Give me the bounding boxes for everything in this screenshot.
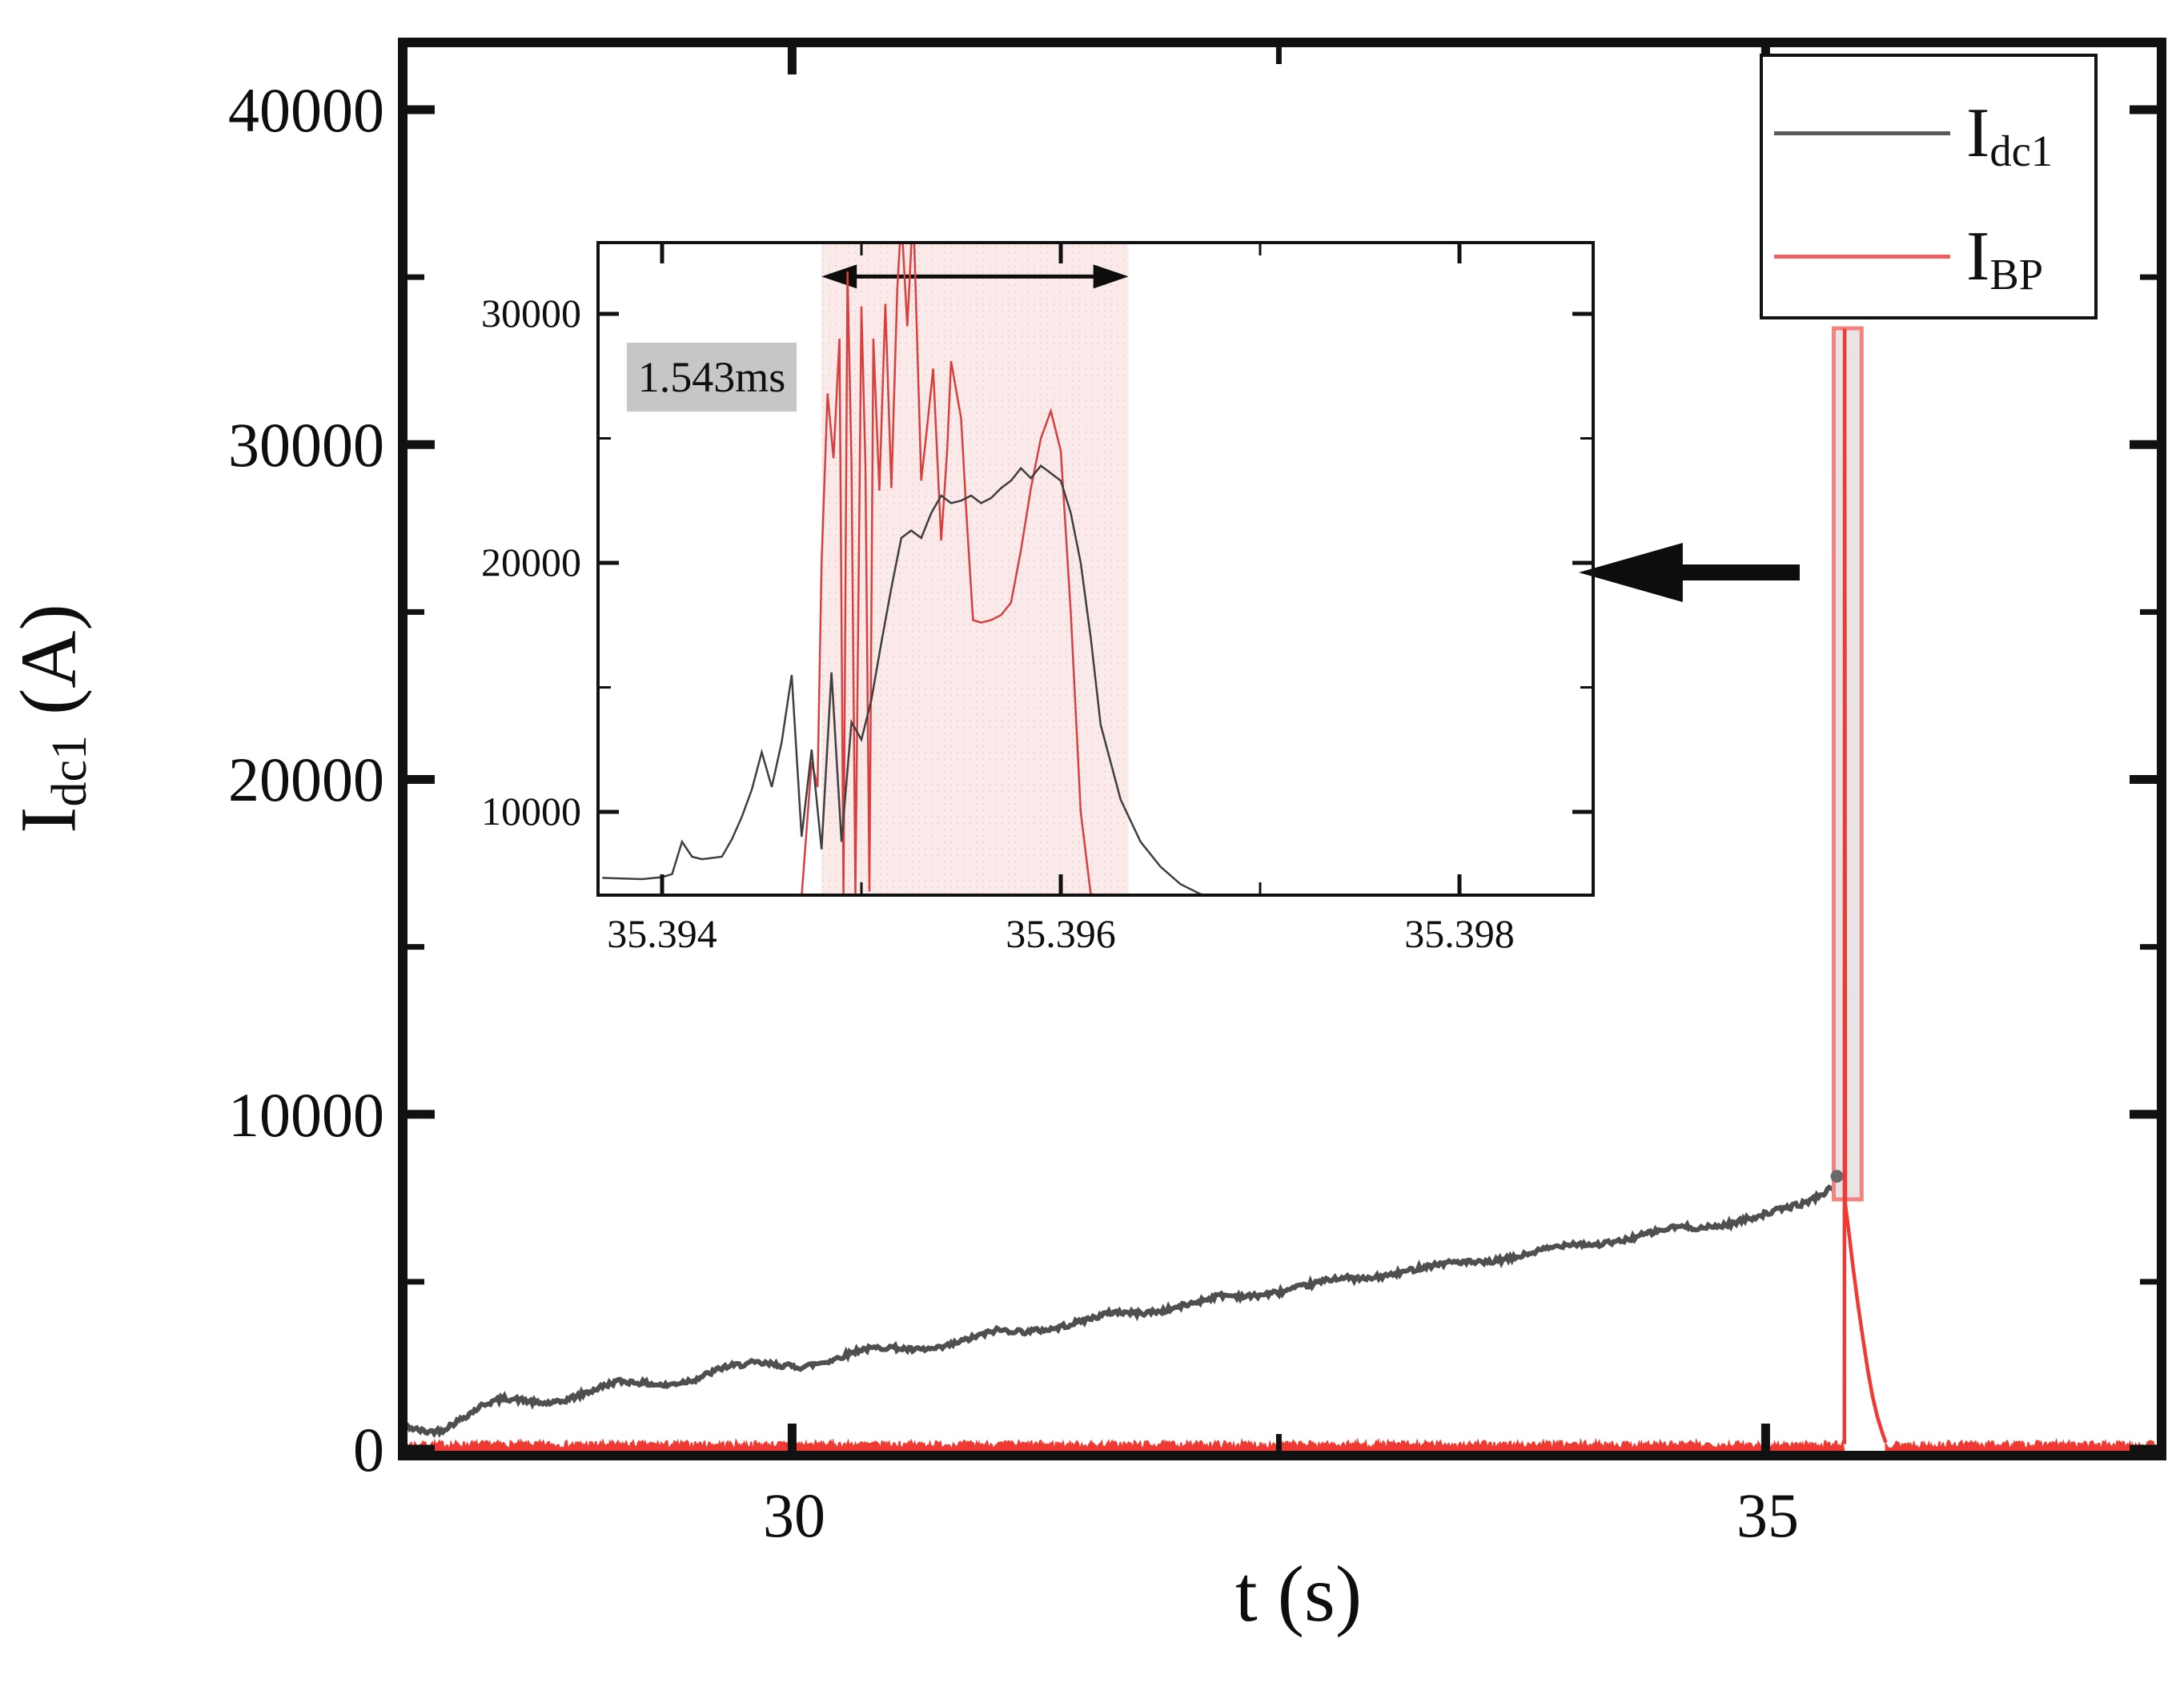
legend-label-ibp-base: I <box>1966 217 1990 295</box>
main-ytick-40000: 40000 <box>228 75 384 145</box>
inset-plot-layer <box>596 241 1595 897</box>
main-plot-layer <box>398 38 2166 1460</box>
inset-xtick-35398: 35.398 <box>1404 911 1515 956</box>
main-xtick-30: 30 <box>763 1480 825 1550</box>
legend: Idc1 IBP <box>1760 54 2098 319</box>
inset-xtick-35394: 35.394 <box>607 911 717 956</box>
y-axis-title-base: I <box>3 806 93 833</box>
duration-annotation: 1.543ms <box>627 343 797 412</box>
x-axis-title-base: t <box>1235 1549 1258 1638</box>
inset-ytick-10000: 10000 <box>481 789 581 833</box>
y-axis-title-rest: (A) <box>3 604 93 735</box>
legend-label-ibp: IBP <box>1966 216 2043 297</box>
legend-label-idc1: Idc1 <box>1966 93 2053 174</box>
legend-line-idc1 <box>1774 131 1950 135</box>
legend-line-ibp <box>1774 254 1950 259</box>
main-ytick-10000: 10000 <box>228 1080 384 1150</box>
main-ytick-30000: 30000 <box>228 410 384 480</box>
x-axis-title-rest: (s) <box>1257 1549 1363 1638</box>
main-xtick-35: 35 <box>1736 1480 1799 1550</box>
legend-row-ibp: IBP <box>1774 204 2086 308</box>
main-ytick-0: 0 <box>353 1415 384 1484</box>
legend-label-idc1-sub: dc1 <box>1989 126 2054 175</box>
legend-label-ibp-sub: BP <box>1989 249 2044 299</box>
inset-ytick-30000: 30000 <box>481 291 581 335</box>
y-axis-title-sub: dc1 <box>42 735 98 807</box>
inset-ytick-20000: 20000 <box>481 540 581 584</box>
legend-label-idc1-base: I <box>1966 94 1990 172</box>
main-ytick-20000: 20000 <box>228 745 384 814</box>
inset-xtick-35396: 35.396 <box>1006 911 1116 956</box>
legend-row-idc1: Idc1 <box>1774 81 2086 185</box>
y-axis-title: Idc1 (A) <box>3 359 98 1079</box>
x-axis-title: t (s) <box>1098 1552 1499 1636</box>
